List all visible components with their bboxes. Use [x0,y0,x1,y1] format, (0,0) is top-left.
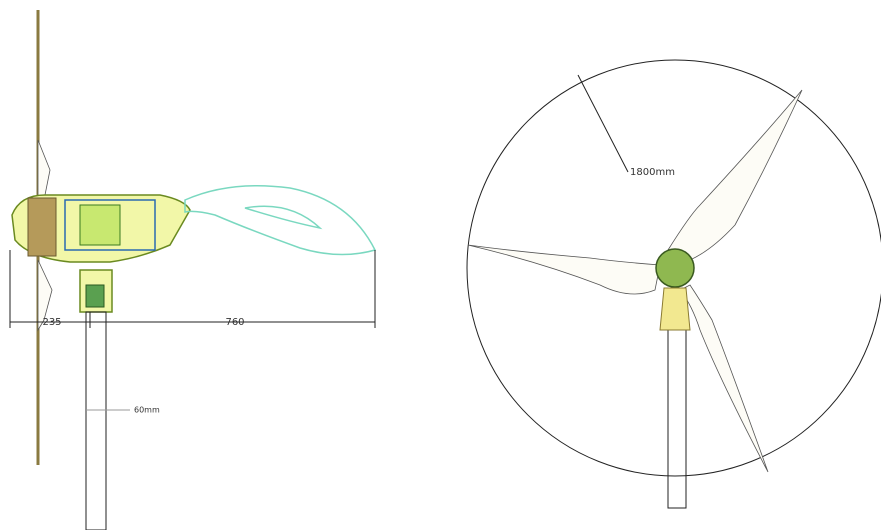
front-view: 1800mm [467,60,881,508]
generator-core [80,205,120,245]
hub [656,249,694,287]
yaw-body [660,288,690,330]
hub [28,198,56,256]
blade [468,245,660,294]
drawing: 235 760 60mm 1800mm [0,0,881,530]
tail-fin [185,186,375,255]
tower [86,312,106,530]
dimension-label: 760 [225,317,244,328]
yaw-detail [86,285,104,307]
page: {"side_view": {"dimension_front": "235",… [0,0,881,530]
dimension-label: 235 [42,317,61,328]
dimension-label: 60mm [134,406,160,415]
radius-line [578,75,628,172]
blade [680,285,768,472]
side-view: 235 760 60mm [10,10,375,530]
blade [668,90,802,260]
tower [668,330,686,508]
radius-label: 1800mm [630,167,675,178]
